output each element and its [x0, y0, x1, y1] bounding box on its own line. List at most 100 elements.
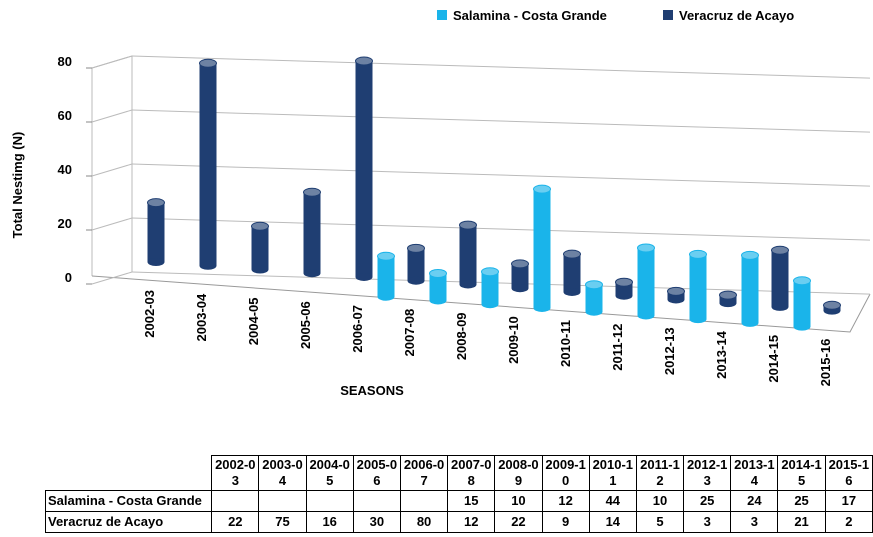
bar-body: [199, 63, 217, 266]
y-axis-label: Total Nestimg (N): [10, 132, 25, 239]
table-value: 75: [258, 511, 307, 533]
table-value: 3: [683, 511, 732, 533]
bar-bottom: [667, 295, 685, 304]
bar-bottom: [563, 287, 581, 296]
bar: [689, 249, 707, 324]
table-value: 17: [824, 490, 873, 512]
bar-body: [303, 192, 321, 274]
table-value: 22: [211, 511, 260, 533]
bar-body: [771, 250, 789, 307]
floor: [91, 275, 871, 333]
grid-line: [131, 55, 871, 79]
legend-label: Veracruz de Acayo: [679, 8, 794, 23]
table-value: [211, 490, 260, 512]
table-category: 2003-04: [258, 455, 307, 491]
grid-line: [131, 109, 871, 133]
bar-bottom: [533, 303, 551, 312]
bar-body: [689, 254, 707, 320]
x-tick-label: 2015-16: [818, 339, 833, 387]
x-tick-label: 2007-08: [402, 309, 417, 357]
table-category: 2013-14: [730, 455, 779, 491]
table-value: 22: [494, 511, 543, 533]
table-value: 80: [399, 511, 449, 533]
y-tick-label: 60: [58, 108, 72, 123]
table-category: 2004-05: [305, 455, 354, 491]
bar-bottom: [511, 284, 529, 293]
table-header: 2002-03 2003-04 2004-05 2005-06 2006-07 2007-…: [45, 455, 873, 491]
bar-bottom: [771, 302, 789, 311]
table-category: 2014-15: [777, 455, 826, 491]
bar-top: [771, 245, 789, 255]
y-tick-label: 20: [58, 216, 72, 231]
table-category: 2012-13: [683, 455, 732, 491]
bar: [615, 277, 633, 300]
bar-body: [533, 189, 551, 308]
y-tick-label: 40: [58, 162, 72, 177]
bar-bottom: [199, 261, 217, 270]
table-value: 24: [730, 490, 779, 512]
table-value: 15: [447, 490, 496, 512]
bar-top: [377, 251, 395, 261]
side-grid: [91, 217, 133, 231]
bar-bottom: [719, 299, 737, 308]
grid-line: [131, 271, 871, 295]
table-value: 12: [541, 490, 590, 512]
table-category: 2015-16: [824, 455, 873, 491]
table-value: 10: [635, 490, 685, 512]
bar-body: [377, 256, 395, 297]
table-category: 2011-12: [635, 455, 685, 491]
x-tick-label: 2011-12: [610, 324, 625, 371]
bar-body: [429, 273, 447, 301]
bar: [793, 276, 811, 331]
bar-bottom: [689, 315, 707, 324]
table-row: Salamina - Costa Grande 15 10 12 44 10 25 24 25 1…: [44, 490, 873, 512]
bar: [459, 220, 477, 289]
bar-body: [407, 248, 425, 281]
legend-swatch: [663, 10, 673, 20]
bar-body: [741, 255, 759, 323]
bar-bottom: [793, 322, 811, 331]
bar: [771, 245, 789, 311]
table-value: 10: [494, 490, 543, 512]
bar: [511, 259, 529, 293]
bar-body: [585, 284, 603, 312]
chart: Total Nestimg (N) SEASONS 0 20 40 60 80 2002-…: [10, 8, 871, 398]
table-value: 14: [588, 511, 637, 533]
table-value: 12: [447, 511, 496, 533]
bar-top: [719, 290, 737, 300]
table-value: 25: [683, 490, 732, 512]
bar-top: [823, 300, 841, 310]
x-tick-label: 2013-14: [714, 330, 729, 378]
x-tick-label: 2002-03: [142, 290, 157, 338]
bar-top: [533, 184, 551, 194]
bar-top: [615, 277, 633, 287]
bar-body: [251, 226, 269, 270]
bar-bottom: [481, 300, 499, 309]
table-category: 2002-03: [211, 455, 260, 491]
table-value: [352, 490, 401, 512]
table-value: [258, 490, 307, 512]
table-value: 44: [588, 490, 637, 512]
bar-bottom: [251, 265, 269, 274]
bar-bottom: [429, 296, 447, 305]
bar-top: [689, 249, 707, 259]
table-corner: [45, 455, 213, 491]
table-category: 2007-08: [447, 455, 496, 491]
table-category: 2006-07: [399, 455, 449, 491]
table-category: 2005-06: [352, 455, 401, 491]
bar: [719, 290, 737, 308]
x-tick-label: 2003-04: [194, 293, 209, 341]
bar-top: [407, 243, 425, 253]
bar-bottom: [377, 292, 395, 301]
table-category: 2010-11: [588, 455, 637, 491]
table-value: 2: [824, 511, 873, 533]
bar-body: [481, 271, 499, 305]
bar-bottom: [585, 307, 603, 316]
table-value: [305, 490, 354, 512]
x-tick-label: 2004-05: [246, 297, 261, 345]
grid-line: [131, 163, 871, 187]
bar-top: [303, 187, 321, 197]
bar-top: [741, 250, 759, 260]
bar: [147, 198, 165, 266]
bar-top: [563, 249, 581, 259]
